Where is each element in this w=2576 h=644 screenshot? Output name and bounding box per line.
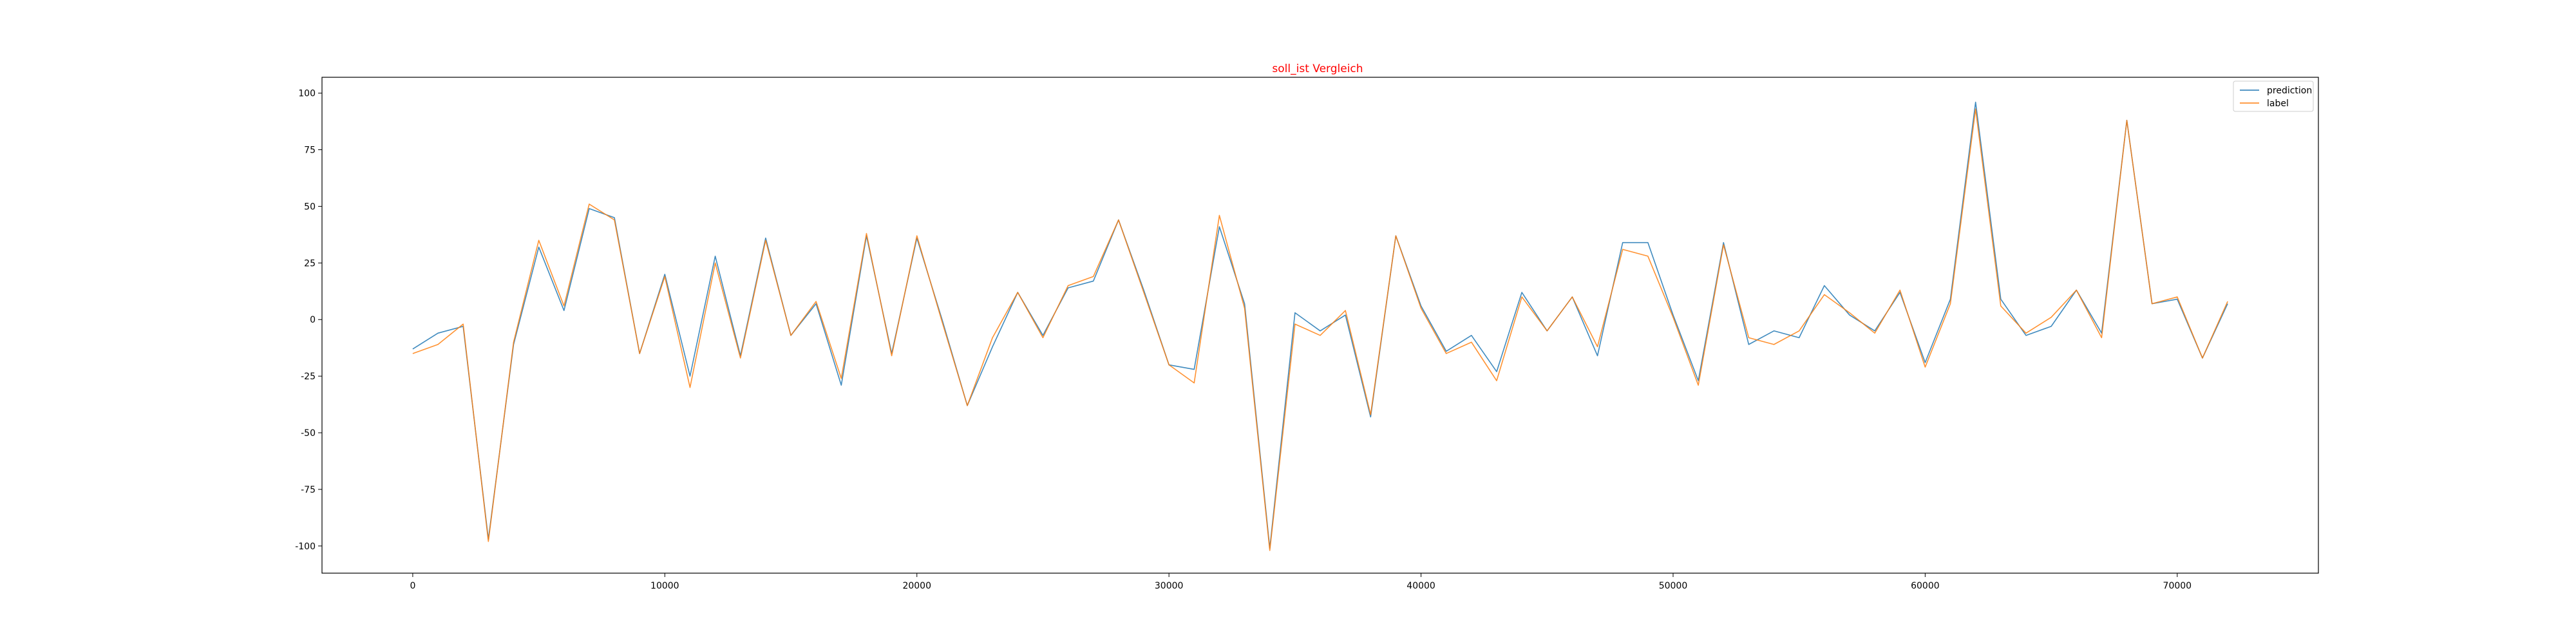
x-tick-label: 70000	[2163, 581, 2192, 591]
y-tick-label: 0	[310, 315, 316, 325]
series-line-prediction	[412, 101, 2228, 549]
y-tick-label: -50	[301, 428, 316, 439]
y-axis: -100 -75 -50 -25 0 25 50 75 100	[295, 89, 322, 552]
legend-box	[2233, 80, 2314, 112]
series-layer	[412, 101, 2228, 551]
y-tick-label: 75	[304, 146, 316, 156]
x-tick-label: 10000	[650, 581, 679, 591]
series-line-label	[412, 108, 2228, 551]
x-tick-label: 60000	[1911, 581, 1940, 591]
y-tick-label: 25	[304, 258, 316, 269]
chart-title: soll_ist Vergleich	[1272, 62, 1363, 75]
y-tick-label: 50	[304, 202, 316, 212]
legend: prediction label	[2233, 80, 2314, 112]
x-tick-label: 40000	[1406, 581, 1435, 591]
x-tick-label: 30000	[1155, 581, 1184, 591]
legend-label-prediction: prediction	[2267, 86, 2312, 96]
plot-frame	[321, 77, 2319, 574]
x-tick-label: 20000	[902, 581, 931, 591]
y-tick-label: -100	[295, 542, 316, 552]
y-tick-label: -25	[301, 372, 316, 382]
y-tick-label: -75	[301, 485, 316, 495]
x-tick-label: 50000	[1659, 581, 1688, 591]
y-tick-label: 100	[298, 89, 316, 99]
x-tick-label: 0	[410, 581, 415, 591]
plot-area	[321, 77, 2319, 574]
x-axis: 0 10000 20000 30000 40000 50000 60000 70000	[410, 573, 2192, 591]
legend-label-label: label	[2267, 99, 2289, 109]
